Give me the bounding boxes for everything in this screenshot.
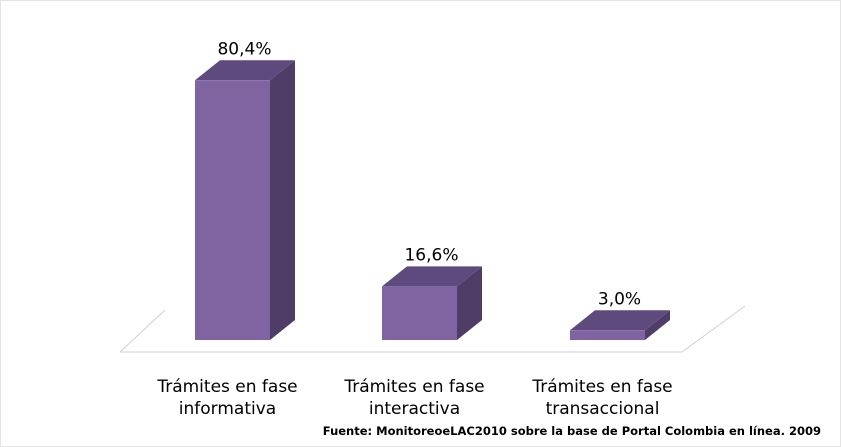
bar: [382, 286, 457, 340]
floor-left: [119, 309, 166, 353]
bar: [570, 330, 645, 340]
bar-top: [382, 266, 482, 287]
source-note: Fuente: MonitoreoeLAC2010 sobre la base …: [322, 424, 821, 438]
data-label: 3,0%: [598, 289, 641, 309]
bar-side: [645, 310, 670, 340]
bar-top: [195, 60, 295, 81]
bar-side: [457, 266, 482, 340]
x-tick-label: Trámites en fase transaccional: [532, 377, 673, 419]
bar: [195, 80, 270, 341]
x-tick-label: Trámites en fase interactiva: [344, 377, 485, 419]
data-label: 80,4%: [217, 39, 271, 59]
x-tick-label: Trámites en fase informativa: [157, 377, 298, 419]
floor-right: [681, 305, 746, 353]
bar-side: [270, 60, 295, 341]
floor: [119, 305, 746, 353]
bar-top: [570, 310, 670, 331]
data-label: 16,6%: [404, 245, 458, 265]
